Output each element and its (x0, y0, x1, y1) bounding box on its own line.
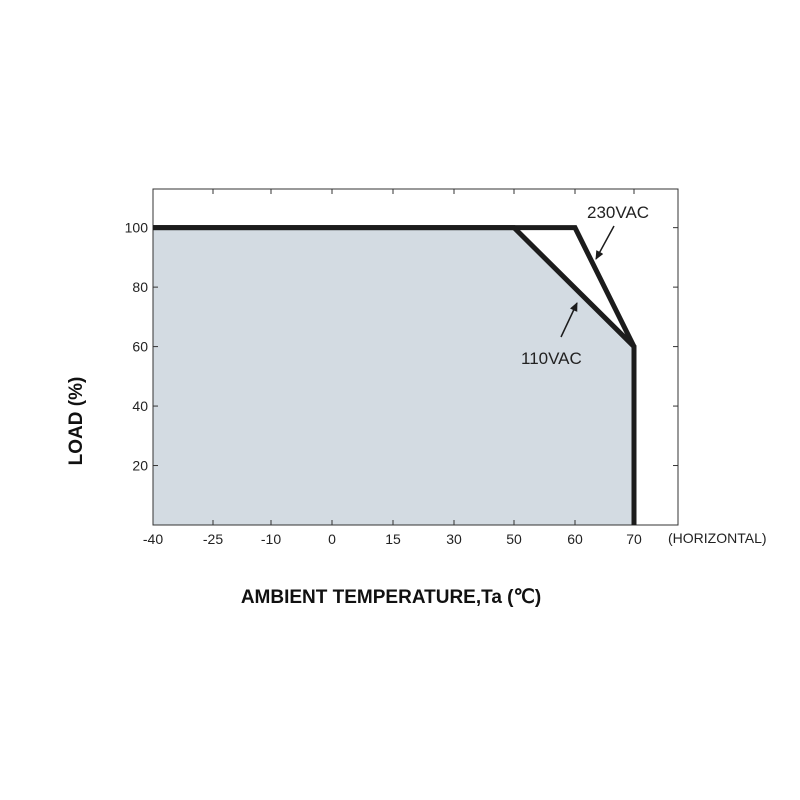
y-tick-label: 20 (132, 458, 148, 474)
arrow-110vac (560, 302, 578, 338)
series-line-110vac (153, 225, 637, 525)
arrow-230vac (595, 225, 615, 260)
plot-frame (152, 188, 679, 526)
x-tick-label: 50 (506, 531, 522, 547)
y-tick-label: 80 (132, 279, 148, 295)
x-tick-label: -40 (143, 531, 163, 547)
x-tick-label: 60 (567, 531, 583, 547)
x-tick-label: -25 (203, 531, 223, 547)
x-tick-label: 70 (626, 531, 642, 547)
x-tick-label: 0 (328, 531, 336, 547)
y-tick-label: 60 (132, 339, 148, 355)
x-axis-note: (HORIZONTAL) (668, 530, 767, 546)
x-tick-label: 15 (385, 531, 401, 547)
y-tick-label: 100 (125, 220, 149, 236)
x-tick-label: 30 (446, 531, 462, 547)
derating-fill-area (153, 227, 634, 526)
x-axis-title: AMBIENT TEMPERATURE,Ta (℃) (241, 587, 541, 608)
series-label-110vac: 110VAC (521, 349, 582, 368)
y-tick-label: 40 (132, 398, 148, 414)
y-axis-title: LOAD (%) (66, 377, 87, 466)
x-tick-label: -10 (261, 531, 281, 547)
series-label-230vac: 230VAC (587, 203, 649, 222)
